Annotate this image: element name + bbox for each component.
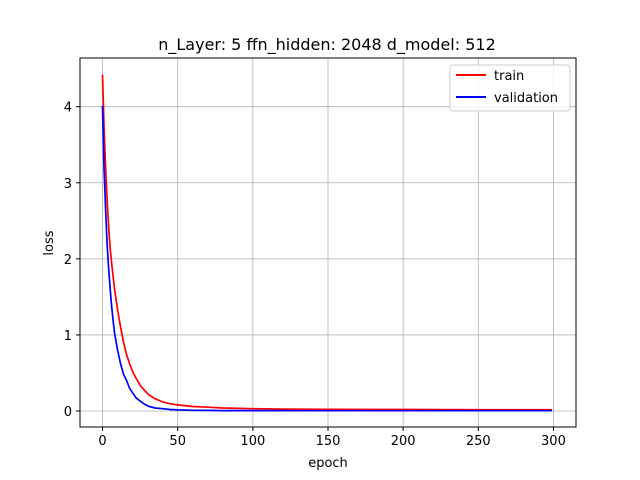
y-tick-label: 3 (64, 177, 72, 192)
series-line-validation (101, 105, 552, 412)
axis-ticks: 0 50 100 150 200 250 300 0 1 2 3 4 (64, 101, 566, 449)
legend-label-validation: validation (494, 91, 558, 106)
x-tick-label: 50 (169, 434, 186, 449)
x-tick-label: 150 (316, 434, 341, 449)
y-tick-label: 4 (64, 101, 72, 116)
x-tick-label: 0 (98, 434, 106, 449)
y-axis-label: loss (42, 230, 57, 255)
grid (80, 58, 576, 427)
legend: train validation (449, 64, 571, 112)
x-tick-label: 250 (466, 434, 491, 449)
y-tick-label: 1 (64, 329, 72, 344)
x-tick-label: 200 (391, 434, 416, 449)
x-axis-label: epoch (308, 456, 348, 471)
series-lines (101, 74, 552, 412)
y-tick-label: 0 (64, 405, 72, 420)
y-tick-label: 2 (64, 253, 72, 268)
x-tick-label: 100 (240, 434, 265, 449)
chart-title: n_Layer: 5 ffn_hidden: 2048 d_model: 512 (158, 35, 496, 55)
series-line-train (101, 74, 552, 411)
legend-box (449, 64, 571, 112)
x-tick-label: 300 (541, 434, 566, 449)
legend-label-train: train (494, 69, 524, 84)
